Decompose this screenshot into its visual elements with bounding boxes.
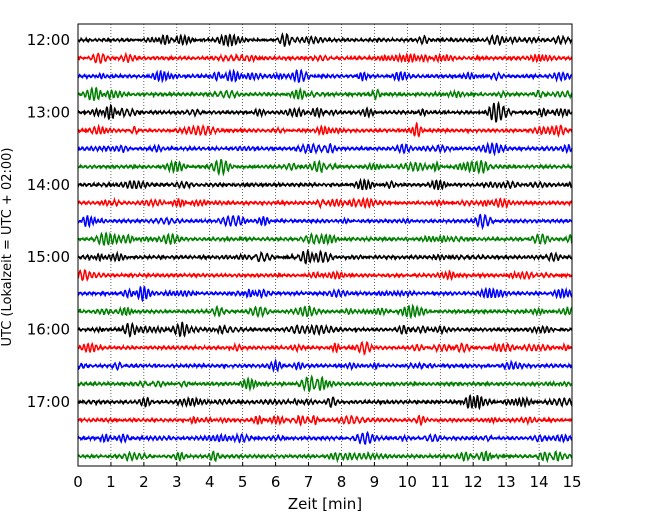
trace-line <box>77 196 573 210</box>
x-tick-label: 14 <box>530 473 549 491</box>
trace-line <box>77 430 573 446</box>
x-tick-label: 6 <box>271 473 281 491</box>
trace-line <box>77 340 573 357</box>
trace-line <box>77 177 573 191</box>
trace-group <box>77 31 573 464</box>
trace-line <box>77 100 573 123</box>
trace-line <box>77 68 573 84</box>
trace-line <box>77 268 573 282</box>
plot-background <box>78 24 572 466</box>
x-tick-label: 4 <box>205 473 215 491</box>
x-tick-label: 0 <box>73 473 83 491</box>
x-tick-label: 9 <box>370 473 380 491</box>
y-tick-label: 15:00 <box>27 248 70 266</box>
x-tick-label: 7 <box>304 473 314 491</box>
y-tick-label: 14:00 <box>27 176 70 194</box>
x-tick-label: 11 <box>431 473 450 491</box>
trace-line <box>77 358 573 373</box>
y-tick-label: 13:00 <box>27 103 70 121</box>
y-tick-label: 16:00 <box>27 321 70 339</box>
trace-line <box>77 414 573 427</box>
x-tick-label: 5 <box>238 473 248 491</box>
trace-line <box>77 449 573 464</box>
y-axis-label: UTC (Lokalzeit = UTC + 02:00) <box>0 148 15 347</box>
y-axis: 12:00 13:00 14:00 15:00 16:00 17:00 <box>27 31 82 411</box>
trace-line <box>77 285 573 303</box>
x-tick-label: 10 <box>398 473 417 491</box>
x-tick-label: 15 <box>562 473 581 491</box>
trace-line <box>77 394 573 411</box>
x-tick-label: 8 <box>337 473 347 491</box>
trace-line <box>77 86 573 102</box>
x-tick-label: 13 <box>497 473 516 491</box>
x-axis-label: Zeit [min] <box>288 495 362 513</box>
trace-line <box>77 231 573 247</box>
trace-line <box>77 31 573 48</box>
plot-frame <box>77 23 573 467</box>
trace-line <box>77 248 573 265</box>
trace-line <box>77 303 573 320</box>
trace-line <box>77 213 573 231</box>
x-tick-label: 1 <box>106 473 116 491</box>
trace-line <box>77 121 573 138</box>
y-tick-label: 17:00 <box>27 393 70 411</box>
trace-line <box>77 51 573 65</box>
x-tick-label: 2 <box>139 473 149 491</box>
x-axis: 0 1 2 3 4 5 6 7 8 9 10 11 12 13 14 15 <box>73 462 582 491</box>
trace-line <box>77 374 573 393</box>
trace-line <box>77 141 573 157</box>
trace-line <box>77 321 573 338</box>
y-tick-label: 12:00 <box>27 31 70 49</box>
x-tick-label: 12 <box>464 473 483 491</box>
trace-line <box>77 158 573 177</box>
x-tick-label: 3 <box>172 473 182 491</box>
